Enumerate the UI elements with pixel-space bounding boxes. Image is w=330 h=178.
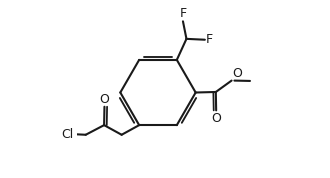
Text: O: O	[211, 112, 221, 125]
Text: O: O	[100, 93, 110, 106]
Text: F: F	[180, 7, 186, 20]
Text: Cl: Cl	[61, 128, 73, 141]
Text: F: F	[206, 33, 213, 46]
Text: O: O	[232, 67, 242, 80]
